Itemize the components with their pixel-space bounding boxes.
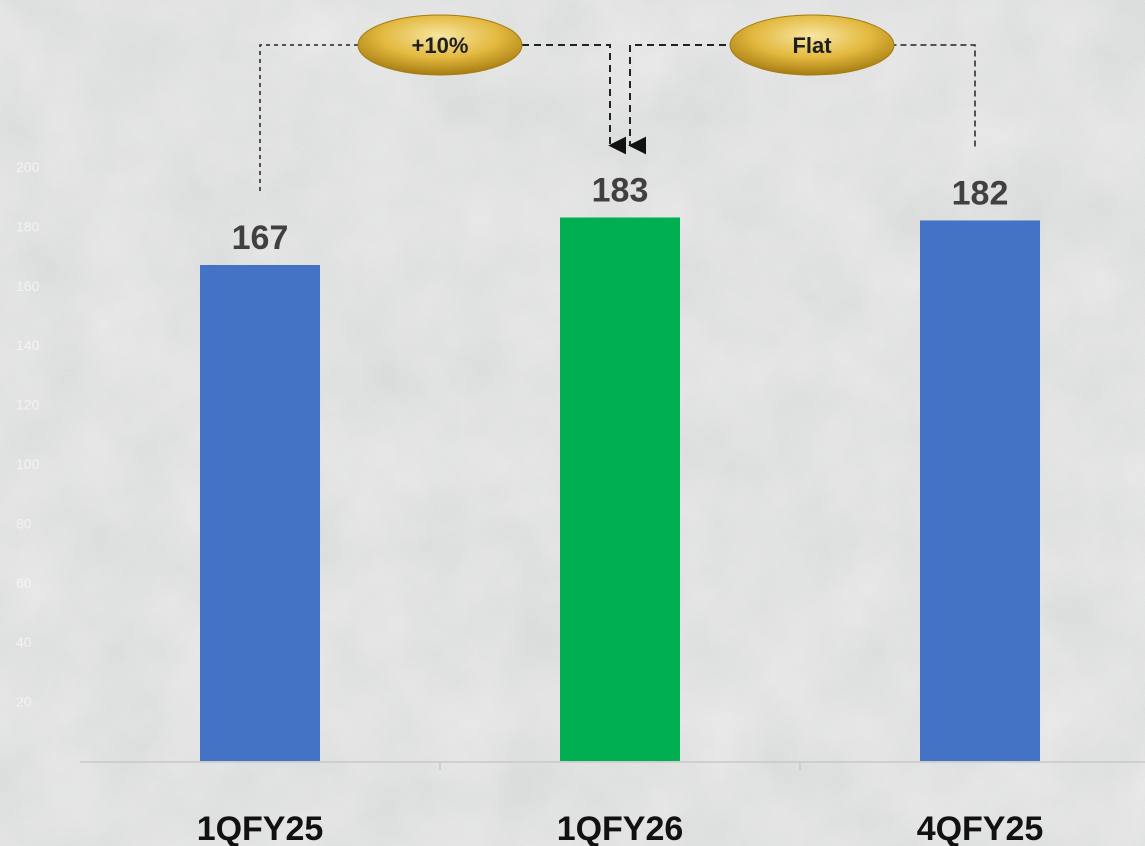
y-tick-label-5: 120 (16, 397, 40, 413)
bar-1qfy25 (200, 265, 320, 761)
annotation-connector-from-1 (742, 44, 976, 147)
y-tick-label-3: 80 (16, 515, 32, 531)
y-tick-label-0: 20 (16, 694, 32, 710)
bar-1qfy26 (560, 217, 680, 762)
bars (200, 217, 1040, 762)
category-label-4qfy25: 4QFY25 (917, 810, 1044, 846)
bar-4qfy25 (920, 220, 1040, 761)
annotation-connector-from-0 (259, 44, 370, 192)
data-label-4qfy25: 182 (952, 174, 1009, 212)
annotation-badge-0 (357, 14, 523, 76)
annotation-badge-1 (729, 14, 895, 76)
y-tick-label-6: 140 (16, 337, 40, 353)
category-labels: 1QFY25 1QFY26 4QFY25 (197, 810, 1044, 846)
y-axis-ticks: 20 40 60 80 100 120 140 160 180 200 (16, 159, 40, 710)
annotation-connector-to-0 (510, 44, 627, 155)
y-tick-label-7: 160 (16, 278, 40, 294)
y-tick-label-9: 200 (16, 159, 40, 175)
category-label-1qfy26: 1QFY26 (557, 810, 684, 846)
y-tick-label-2: 60 (16, 575, 32, 591)
annotation-1: Flat (628, 14, 976, 155)
category-label-1qfy25: 1QFY25 (197, 810, 324, 846)
x-axis (80, 761, 1145, 770)
y-tick-label-8: 180 (16, 218, 40, 234)
y-tick-label-1: 40 (16, 634, 32, 650)
y-tick-label-4: 100 (16, 456, 40, 472)
data-labels: 167 183 182 (232, 171, 1009, 257)
data-label-1qfy26: 183 (592, 171, 649, 209)
annotations: +10% Flat (259, 14, 976, 192)
annotation-text-1: Flat (792, 33, 832, 58)
annotation-text-0: +10% (412, 33, 469, 58)
annotation-0: +10% (259, 14, 627, 192)
data-label-1qfy25: 167 (232, 219, 289, 257)
